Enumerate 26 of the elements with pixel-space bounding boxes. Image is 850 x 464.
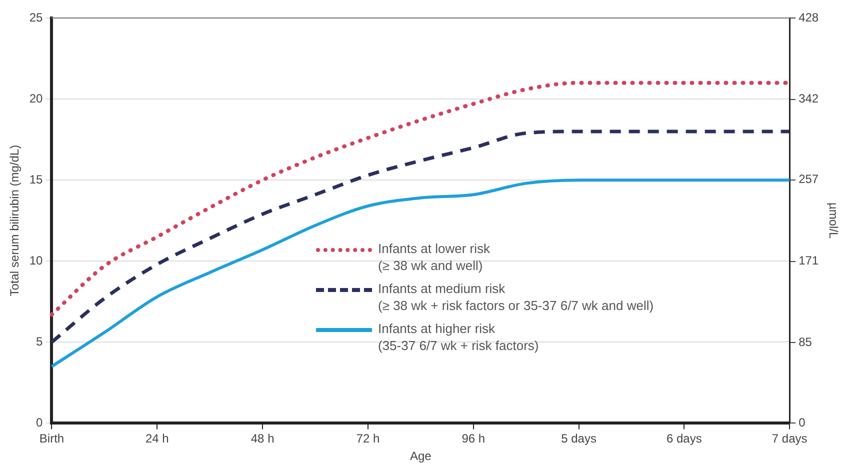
x-tick-label: Birth [39,432,64,446]
y-tick-label: 0 [36,416,44,430]
y2-tick-label: 85 [798,335,812,350]
x-tick-label: 72 h [356,432,380,446]
y-tick-label: 10 [29,253,44,268]
legend-label: Infants at lower risk (≥ 38 wk and well) [378,240,490,274]
x-tick-label: 6 days [666,432,702,446]
y2-tick-label: 171 [798,254,819,268]
x-tick-label: 96 h [462,432,486,446]
y-tick-label: 20 [29,91,44,106]
x-tick-label: 24 h [145,432,169,446]
y2-tick-label: 428 [798,10,819,24]
y-axis-title: Total serum bilirubin (mg/dL) [8,144,22,296]
y2-tick-label: 342 [798,92,819,106]
x-tick-label: 5 days [561,432,596,446]
y2-axis-title: µmol/L [826,202,840,240]
x-tick-label: 48 h [250,432,274,446]
y2-tick-label: 0 [798,416,806,430]
x-tick-label: 7 days [772,432,808,446]
y-tick-label: 25 [29,10,44,24]
y2-tick-label: 257 [798,172,819,186]
y-tick-label: 5 [36,334,44,348]
x-axis-title: Age [410,449,432,464]
y-tick-label: 15 [29,172,44,186]
legend-label: Infants at higher risk (35-37 6/7 wk + risk factors) [378,320,539,354]
legend-label: Infants at medium risk (≥ 38 wk + risk factors or 35-37 6/7 wk and well) [378,280,654,314]
